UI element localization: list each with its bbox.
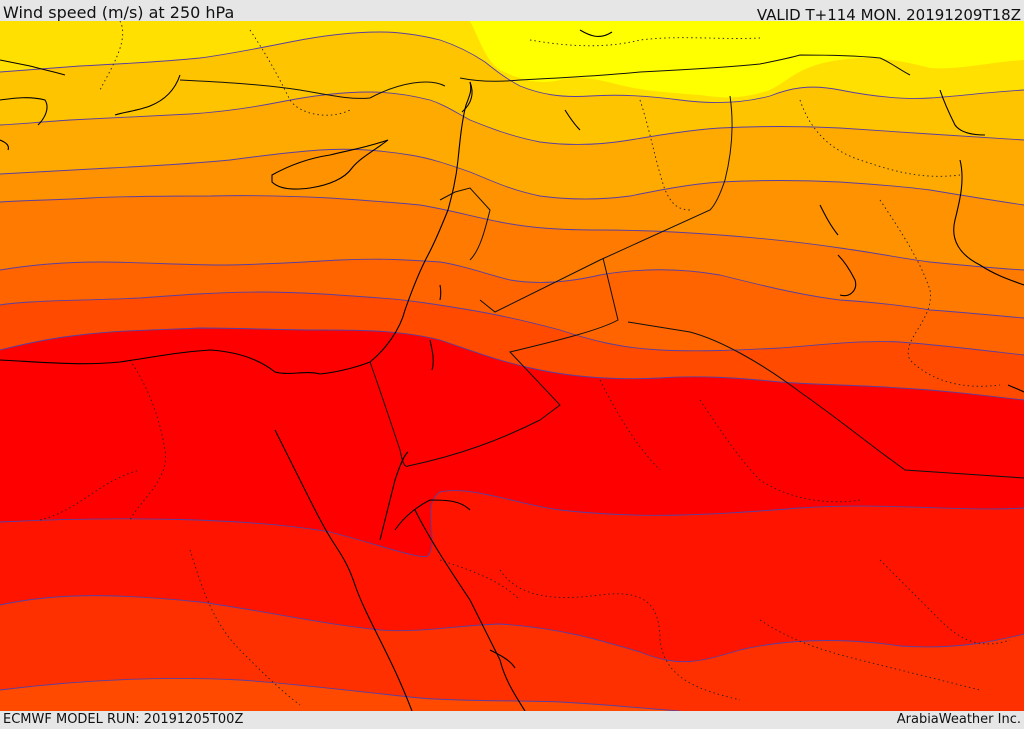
band-stack [0,21,1024,400]
band-8-south [0,678,680,711]
valid-time: VALID T+114 MON. 20191209T18Z [756,6,1021,24]
lower-bands [0,490,1024,711]
map-title: Wind speed (m/s) at 250 hPa [3,3,235,22]
credit: ArabiaWeather Inc. [896,712,1021,727]
model-run: ECMWF MODEL RUN: 20191205T00Z [3,712,244,727]
contour-lines [0,31,1024,711]
national-borders [179,54,1024,479]
admin-boundaries [39,21,1011,706]
band-1-layer [470,21,1024,98]
coastlines [0,29,1024,711]
wind-speed-map [0,21,1024,711]
